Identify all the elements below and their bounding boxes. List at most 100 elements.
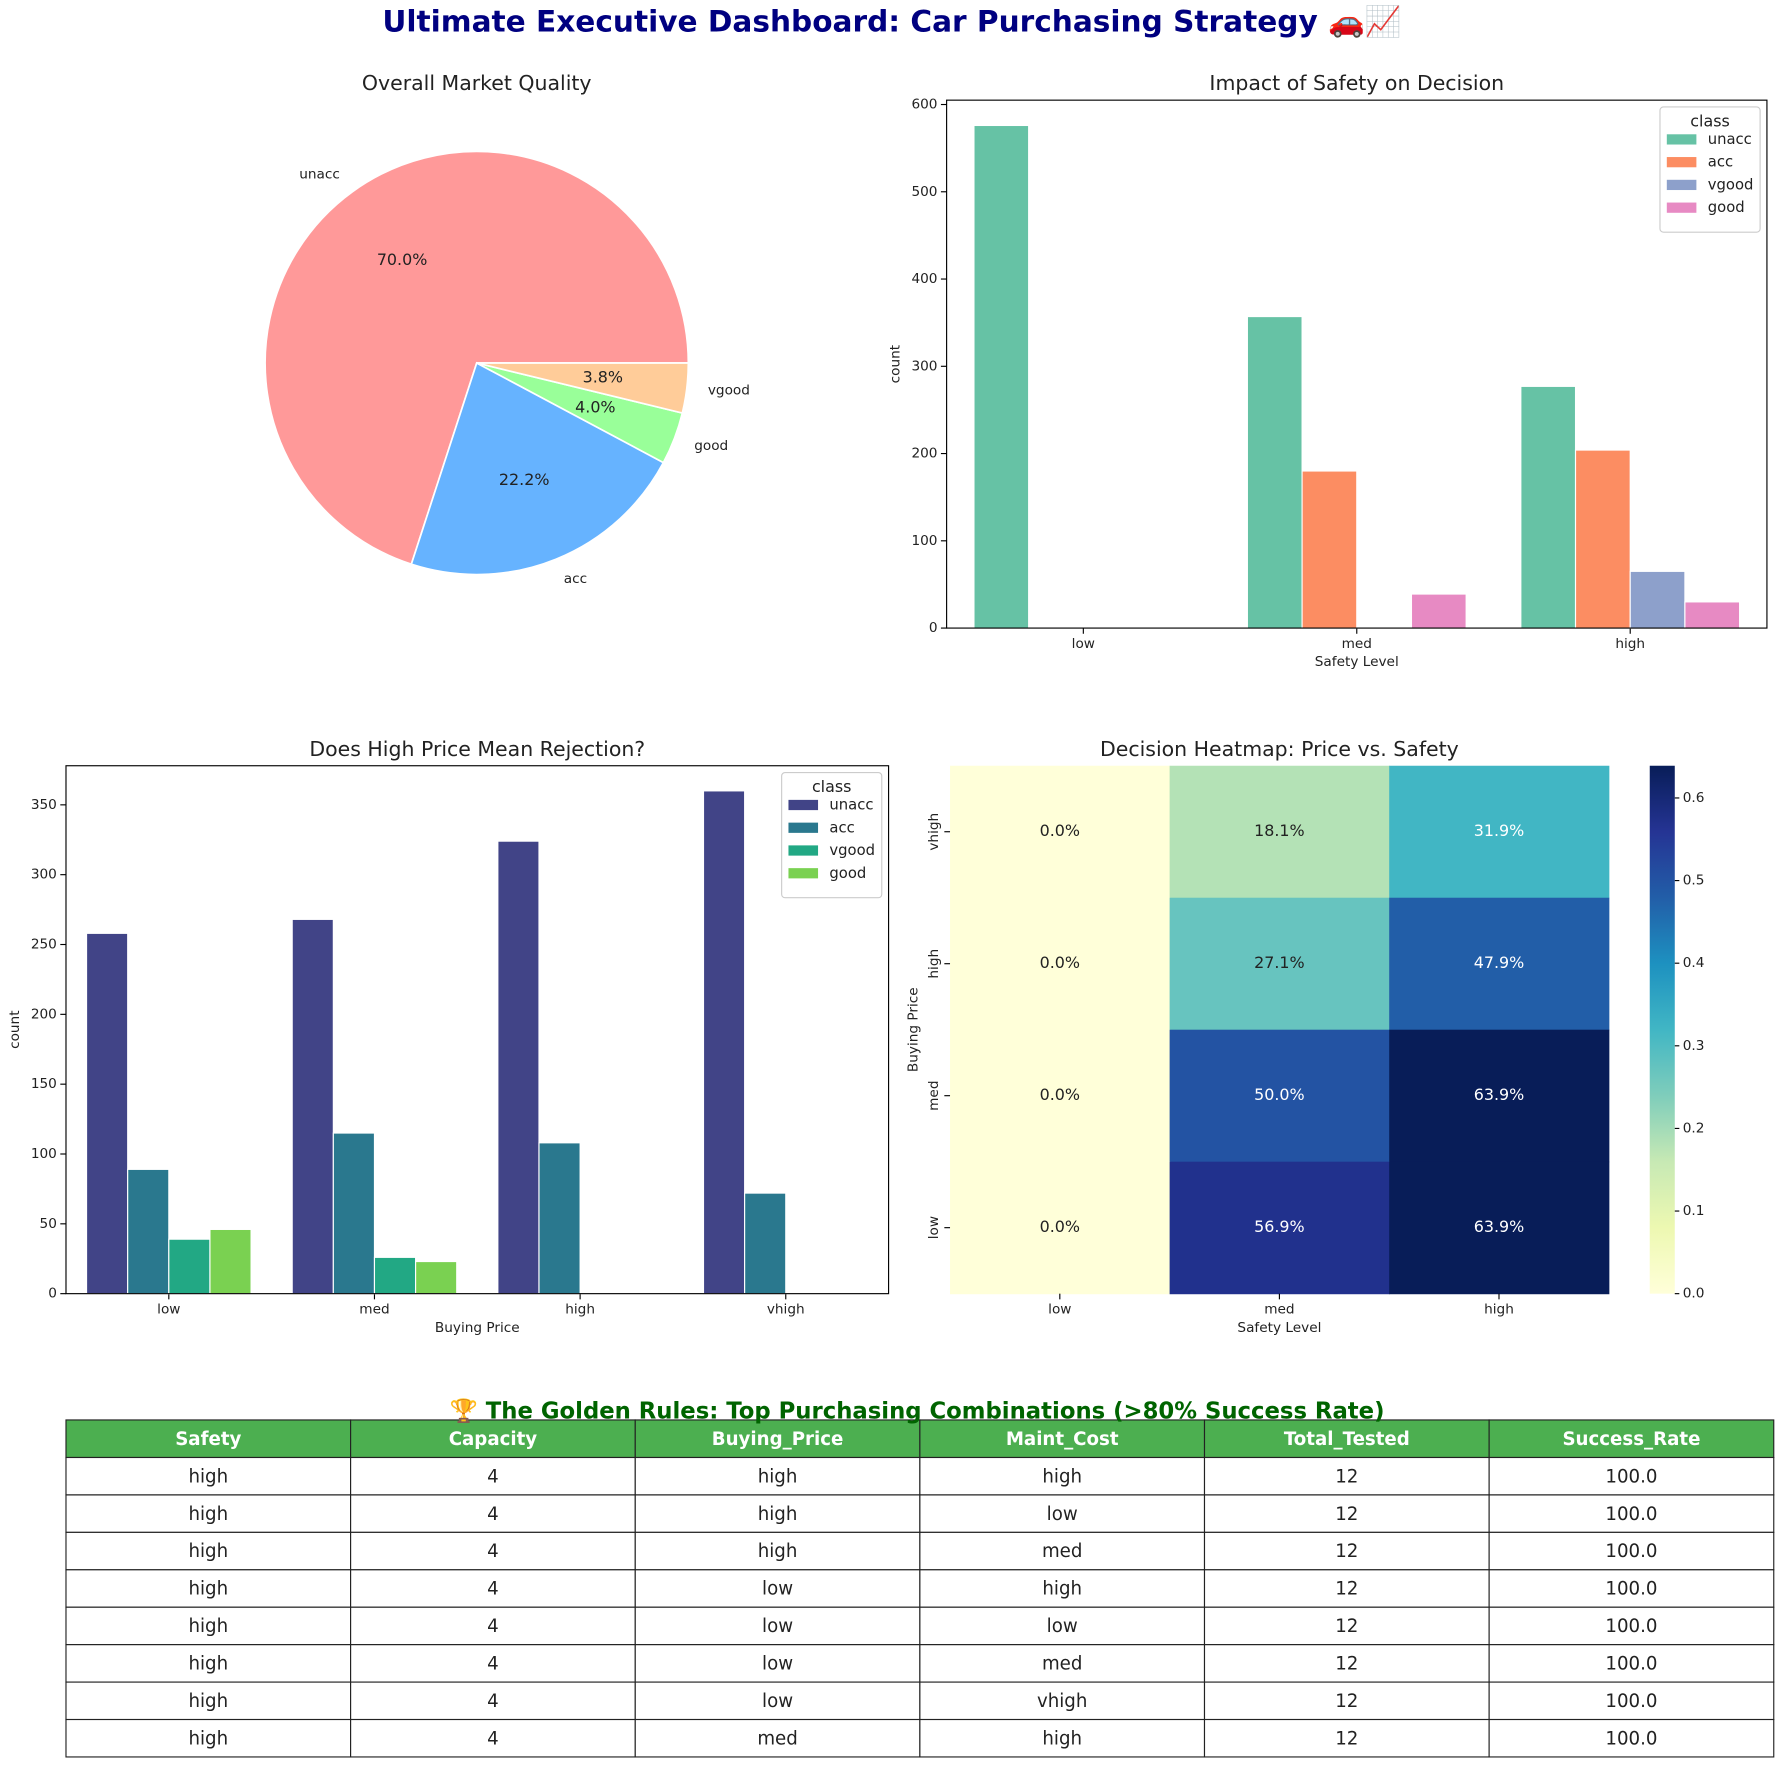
colorbar-tick-label: 0.5 [1683, 873, 1705, 889]
table-cell [1203, 1531, 1490, 1571]
table-cell [65, 1531, 352, 1571]
x-axis-label: Safety Level [1315, 654, 1399, 670]
legend-label: good [1708, 199, 1745, 216]
bar [497, 840, 540, 1295]
table-cell [1203, 1718, 1490, 1758]
bar [168, 1238, 211, 1295]
table-cell-text: 4 [487, 1466, 499, 1487]
table-cell-text: 12 [1335, 1541, 1358, 1562]
table-cell-text: 100.0 [1605, 1616, 1657, 1637]
table-cell-text: 100.0 [1605, 1691, 1657, 1712]
legend-swatch [788, 799, 819, 811]
table-cell-text: 12 [1335, 1654, 1358, 1675]
table-cell [1488, 1644, 1775, 1683]
table-cell-text: 4 [487, 1728, 499, 1749]
cell-label: 63.9% [1474, 1085, 1525, 1104]
cell-label: 31.9% [1474, 821, 1525, 840]
heatmap-cell [950, 1029, 1171, 1163]
x-tick-label: high [1615, 636, 1645, 652]
heatmap-cell [1169, 1029, 1390, 1163]
table-header-cell [1203, 1419, 1490, 1459]
bar [1246, 315, 1303, 629]
table-header-cell [634, 1419, 921, 1459]
table-cell-text: low [762, 1691, 793, 1712]
table-cell-text: low [762, 1579, 793, 1600]
table-cell-text: 100.0 [1605, 1728, 1657, 1749]
legend-swatch [1666, 202, 1697, 213]
legend-swatch [1666, 179, 1697, 191]
y-tick-label: 400 [911, 271, 937, 287]
bar [127, 1168, 170, 1295]
table-cell-text: 4 [487, 1616, 499, 1637]
table-header-cell [1488, 1419, 1775, 1459]
table-cell [634, 1718, 921, 1758]
table-cell [1488, 1718, 1775, 1758]
table-header: Buying_Price [712, 1429, 844, 1450]
table-header: Maint_Cost [1006, 1429, 1119, 1450]
y-tick-label: 600 [911, 97, 937, 113]
table-header-cell [919, 1419, 1206, 1459]
y-tick-label: 150 [31, 1076, 57, 1092]
legend-label: good [829, 865, 866, 882]
bar [1410, 593, 1467, 629]
table-header: Capacity [449, 1429, 538, 1450]
colorbar-tick-label: 0.4 [1683, 955, 1705, 971]
table-cell [65, 1681, 352, 1721]
cell-label: 50.0% [1254, 1085, 1305, 1104]
cell-label: 0.0% [1040, 1085, 1080, 1104]
table-cell-text: high [188, 1466, 228, 1487]
table-cell [350, 1569, 636, 1608]
heatmap-cell [1169, 765, 1390, 899]
legend-label: vgood [1708, 176, 1754, 193]
table-cell [634, 1681, 921, 1721]
legend-swatch [788, 845, 819, 856]
table-cell-text: 12 [1335, 1616, 1358, 1637]
table-cell-text: high [188, 1541, 228, 1562]
table-cell [634, 1494, 921, 1533]
legend-label: acc [1708, 154, 1733, 171]
table-cell-text: vhigh [1037, 1691, 1087, 1712]
table-header: Safety [175, 1429, 241, 1450]
table-cell-text: 100.0 [1605, 1654, 1657, 1675]
table-cell-text: med [1042, 1541, 1082, 1562]
table-cell [1488, 1569, 1775, 1608]
table-cell [65, 1606, 352, 1646]
table-cell-text: 100.0 [1605, 1579, 1657, 1600]
table-cell-text: high [188, 1691, 228, 1712]
heatmap-cell [1169, 897, 1390, 1031]
table-cell [1203, 1606, 1490, 1646]
cell-label: 56.9% [1254, 1217, 1305, 1236]
bar [291, 918, 334, 1295]
table-cell [634, 1569, 921, 1608]
y-tick-label: 300 [31, 867, 57, 883]
table-cell-text: med [1042, 1654, 1082, 1675]
y-tick-label: 50 [40, 1216, 57, 1232]
table-cell-text: 12 [1335, 1504, 1358, 1525]
table-cell-text: 4 [487, 1579, 499, 1600]
y-tick-label: 200 [911, 446, 937, 462]
x-tick-label: low [157, 1302, 180, 1318]
table-cell-text: low [1047, 1616, 1078, 1637]
x-tick-label: low [1048, 1302, 1071, 1318]
slice-value-label: 70.0% [377, 250, 428, 269]
slice-value-label: 4.0% [575, 398, 615, 417]
slice-label: good [694, 438, 728, 454]
slice-label: unacc [299, 167, 340, 183]
table-cell [65, 1718, 352, 1758]
y-tick-label: 500 [911, 184, 937, 200]
bar [702, 790, 746, 1295]
table-cell-text: high [188, 1504, 228, 1525]
table-cell [919, 1644, 1206, 1683]
table-cell [1488, 1494, 1775, 1533]
pie-slice [410, 361, 665, 576]
y-tick-label: 100 [911, 533, 937, 549]
table-cell-text: high [188, 1654, 228, 1675]
table-cell-text: low [762, 1616, 793, 1637]
bar [1629, 570, 1686, 629]
slice-label: acc [564, 571, 587, 587]
table-cell-text: 12 [1335, 1691, 1358, 1712]
chart-title: Decision Heatmap: Price vs. Safety [1100, 737, 1459, 761]
table-cell [1203, 1681, 1490, 1721]
legend-swatch [788, 868, 819, 879]
